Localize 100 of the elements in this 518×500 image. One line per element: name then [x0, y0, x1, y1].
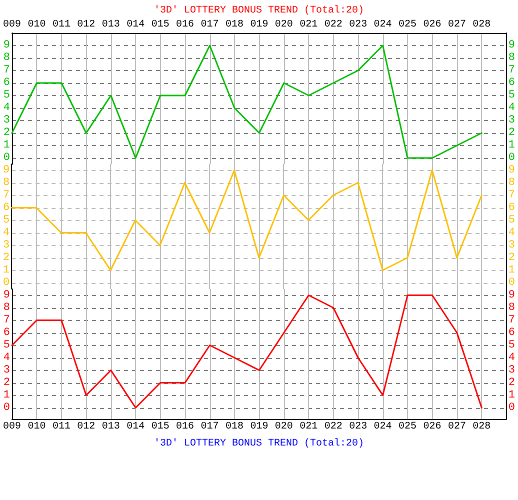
x-tick-label: 026	[423, 422, 442, 433]
x-tick-label: 016	[176, 20, 194, 30]
y-tick-label: 2	[3, 127, 10, 139]
x-tick-label: 014	[126, 20, 145, 30]
y2-tick-label: 8	[508, 302, 516, 314]
x-tick-label: 019	[250, 20, 268, 30]
y2-tick-label: 3	[508, 114, 516, 126]
x-tick-label: 022	[324, 20, 342, 30]
y2-tick-label: 2	[508, 127, 516, 139]
line-series	[11, 294, 482, 409]
x-tick-label: 013	[102, 422, 120, 433]
y-tick-label: 3	[2, 240, 10, 252]
x-tick-label: 024	[374, 20, 392, 30]
x-tick-label: 014	[126, 422, 145, 433]
x-tick-label: 015	[151, 20, 170, 30]
y-tick-label: 9	[2, 164, 10, 176]
y-tick-label: 6	[2, 202, 10, 214]
x-tick-label: 027	[448, 20, 466, 30]
x-tick-label: 020	[274, 20, 293, 30]
y-tick-label: 7	[3, 314, 10, 326]
x-tick-label: 026	[423, 20, 442, 30]
x-tick-label: 018	[225, 422, 244, 433]
y2-tick-label: 7	[508, 190, 516, 202]
y2-tick-label: 6	[508, 77, 516, 89]
y-tick-label: 3	[3, 114, 10, 126]
x-tick-label: 015	[151, 422, 170, 433]
y-tick-label: 5	[2, 214, 10, 226]
x-tick-label: 011	[52, 422, 70, 433]
y-tick-label: 8	[3, 302, 10, 314]
y-tick-label: 0	[2, 277, 10, 289]
y-tick-label: 9	[3, 290, 10, 302]
y2-tick-label: 3	[508, 240, 516, 252]
y2-tick-label: 8	[508, 177, 516, 189]
x-tick-label: 025	[398, 20, 417, 30]
x-tick-label: 027	[448, 422, 466, 433]
y2-tick-label: 9	[508, 40, 516, 52]
y-tick-label: 1	[2, 264, 10, 276]
chart-title: '3D' LOTTERY BONUS TREND (Total:20)	[154, 4, 364, 16]
y2-tick-label: 5	[508, 214, 516, 226]
text: '3D' LOTTERY BONUS TREND (Total:20)	[154, 438, 364, 450]
x-tick-label: 010	[28, 20, 46, 30]
line-series	[11, 44, 482, 159]
y2-tick-label: 4	[508, 227, 516, 239]
x-tick-label: 017	[200, 422, 219, 433]
y-tick-label: 0	[3, 152, 10, 164]
y-tick-label: 8	[3, 52, 10, 64]
y-tick-label: 4	[3, 352, 10, 364]
y-tick-label: 4	[2, 227, 10, 239]
y2-tick-label: 2	[508, 377, 516, 389]
y2-tick-label: 0	[508, 152, 516, 164]
y-tick-label: 6	[3, 327, 10, 339]
y2-tick-label: 2	[508, 252, 516, 264]
x-tick-label: 019	[250, 422, 268, 433]
y2-tick-label: 5	[508, 340, 516, 352]
y-tick-label: 3	[3, 364, 10, 376]
y-tick-label: 1	[3, 390, 10, 402]
y-tick-label: 5	[3, 90, 10, 102]
x-tick-label: 023	[349, 422, 368, 433]
x-tick-label: 016	[176, 422, 194, 433]
y2-tick-label: 1	[508, 264, 516, 276]
x-tick-label: 022	[324, 422, 342, 433]
y-tick-label: 1	[3, 140, 10, 152]
x-tick-label: 012	[77, 422, 96, 433]
y2-tick-label: 9	[508, 290, 516, 302]
x-tick-label: 010	[28, 422, 46, 433]
line-series	[10, 170, 482, 272]
y2-tick-label: 6	[508, 327, 516, 339]
y2-tick-label: 1	[508, 140, 516, 152]
y2-tick-label: 7	[508, 64, 516, 76]
y-tick-label: 9	[3, 40, 10, 52]
x-tick-label: 017	[200, 20, 219, 30]
x-tick-label: 011	[52, 20, 70, 30]
x-tick-label: 023	[349, 20, 368, 30]
x-tick-label: 021	[300, 422, 318, 433]
y2-tick-label: 3	[508, 364, 516, 376]
y-tick-label: 0	[3, 402, 10, 414]
x-tick-label: 021	[300, 20, 318, 30]
x-tick-label: 028	[472, 20, 491, 30]
y2-tick-label: 4	[508, 102, 516, 114]
y2-tick-label: 4	[508, 352, 516, 364]
x-tick-label: 013	[102, 20, 120, 30]
x-tick-label: 009	[2, 20, 22, 30]
y2-tick-label: 0	[508, 402, 516, 414]
y2-tick-label: 8	[508, 52, 516, 64]
x-tick-label: 009	[2, 422, 22, 433]
y-tick-label: 8	[2, 177, 10, 189]
x-tick-label: 025	[398, 422, 417, 433]
y-tick-label: 6	[3, 77, 10, 89]
x-tick-label: 028	[472, 422, 491, 433]
y-tick-label: 2	[3, 377, 10, 389]
x-tick-label: 018	[225, 20, 244, 30]
y2-tick-label: 5	[508, 90, 516, 102]
y-tick-label: 7	[2, 190, 10, 202]
x-tick-label: 024	[374, 422, 392, 433]
y-tick-label: 7	[3, 64, 10, 76]
y-tick-label: 5	[3, 340, 10, 352]
y-tick-label: 2	[2, 252, 10, 264]
y2-tick-label: 7	[508, 314, 516, 326]
y2-tick-label: 9	[508, 164, 516, 176]
x-tick-label: 020	[274, 422, 293, 433]
